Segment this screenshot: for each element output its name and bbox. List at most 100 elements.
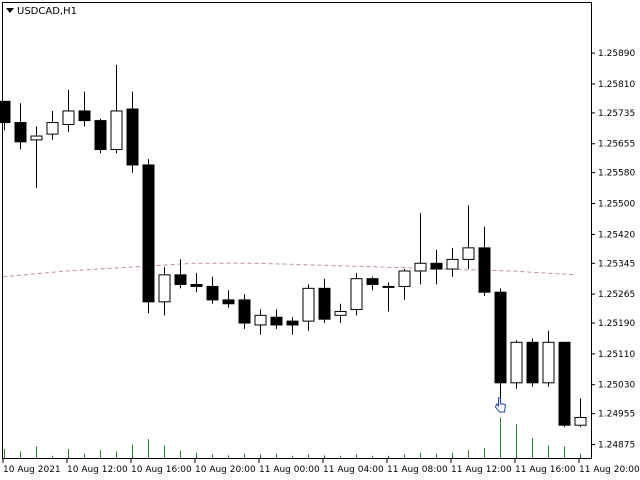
candle bbox=[334, 303, 347, 324]
candle-body bbox=[30, 135, 43, 141]
time-tick-label: 11 Aug 20:00 bbox=[579, 465, 640, 475]
candle bbox=[206, 276, 219, 304]
candle-body bbox=[382, 285, 395, 288]
price-tick-label: 1.25580 bbox=[598, 169, 635, 179]
candle bbox=[30, 126, 43, 189]
candle bbox=[318, 278, 331, 324]
candle bbox=[254, 309, 267, 335]
price-tick-label: 1.25890 bbox=[598, 49, 635, 59]
candle bbox=[62, 89, 75, 133]
price-tick-label: 1.25420 bbox=[598, 230, 635, 240]
candle bbox=[510, 340, 523, 389]
candle-body bbox=[494, 291, 507, 384]
candle bbox=[430, 249, 443, 285]
candle-body bbox=[366, 278, 379, 285]
candles-layer bbox=[0, 64, 587, 428]
candle bbox=[462, 205, 475, 270]
candle-body bbox=[190, 283, 203, 287]
price-tick-label: 1.24955 bbox=[598, 410, 635, 420]
candle bbox=[190, 272, 203, 293]
candle-body bbox=[446, 258, 459, 270]
price-axis[interactable]: 1.25890 1.25810 1.25735 1.25655 1.25580 1.255… bbox=[591, 49, 635, 451]
candle-body bbox=[14, 122, 27, 143]
candle-body bbox=[478, 247, 491, 293]
candle-body bbox=[350, 278, 363, 311]
price-tick-label: 1.25030 bbox=[598, 381, 635, 391]
candle bbox=[286, 317, 299, 335]
candle bbox=[222, 290, 235, 308]
candle bbox=[446, 247, 459, 277]
candle bbox=[350, 272, 363, 316]
candle-body bbox=[574, 417, 587, 426]
candle bbox=[14, 103, 27, 150]
time-tick-label: 10 Aug 12:00 bbox=[67, 465, 128, 475]
candle bbox=[142, 159, 155, 314]
triangle-down-icon[interactable] bbox=[6, 8, 14, 13]
candle-body bbox=[94, 120, 107, 151]
time-tick-label: 10 Aug 20:00 bbox=[195, 465, 256, 475]
time-tick-label: 11 Aug 08:00 bbox=[387, 465, 448, 475]
candle bbox=[94, 118, 107, 154]
time-tick-label: 10 Aug 16:00 bbox=[131, 465, 192, 475]
symbol-dropdown[interactable]: USDCAD,H1 bbox=[6, 6, 77, 17]
candle-body bbox=[110, 110, 123, 151]
candle-body bbox=[0, 100, 11, 124]
candle bbox=[78, 91, 91, 127]
volume-layer bbox=[4, 417, 581, 458]
price-tick-label: 1.25655 bbox=[598, 140, 635, 150]
candle-body bbox=[542, 341, 555, 384]
candle bbox=[382, 282, 395, 312]
candle-body bbox=[222, 299, 235, 305]
candle bbox=[526, 338, 539, 387]
price-tick-label: 1.25265 bbox=[598, 290, 635, 300]
candle-body bbox=[462, 247, 475, 260]
candle bbox=[478, 226, 491, 297]
candle-body bbox=[398, 270, 411, 287]
candle bbox=[574, 398, 587, 428]
candle bbox=[0, 100, 11, 131]
time-tick-label: 10 Aug 2021 bbox=[3, 465, 61, 475]
candle-body bbox=[302, 287, 315, 322]
time-axis[interactable]: 10 Aug 2021 10 Aug 12:00 10 Aug 16:00 10 Au… bbox=[2, 458, 640, 475]
hand-cursor-icon bbox=[494, 397, 507, 413]
candle-body bbox=[238, 299, 251, 324]
price-tick-label: 1.24875 bbox=[598, 441, 635, 451]
candle bbox=[238, 294, 251, 329]
candle-body bbox=[430, 262, 443, 270]
candle bbox=[398, 269, 411, 300]
candle-body bbox=[254, 314, 267, 326]
time-tick-label: 11 Aug 00:00 bbox=[259, 465, 320, 475]
time-tick-label: 11 Aug 12:00 bbox=[451, 465, 512, 475]
time-tick-label: 11 Aug 04:00 bbox=[323, 465, 384, 475]
candle-body bbox=[78, 110, 91, 122]
candle-body bbox=[174, 274, 187, 285]
candle-body bbox=[334, 310, 347, 316]
candle bbox=[302, 284, 315, 331]
candle-body bbox=[414, 262, 427, 272]
price-tick-label: 1.25110 bbox=[598, 350, 635, 360]
candle-body bbox=[286, 320, 299, 326]
candle-body bbox=[206, 285, 219, 301]
price-tick-label: 1.25345 bbox=[598, 259, 635, 269]
candle-body bbox=[318, 287, 331, 320]
price-tick-label: 1.25810 bbox=[598, 80, 635, 90]
candle bbox=[414, 213, 427, 285]
candle bbox=[158, 267, 171, 316]
price-tick-label: 1.25190 bbox=[598, 319, 635, 329]
candle-body bbox=[126, 108, 139, 166]
candle-body bbox=[526, 341, 539, 384]
candle bbox=[110, 64, 123, 154]
candle-body bbox=[62, 110, 75, 125]
candle-body bbox=[558, 341, 571, 426]
candle bbox=[366, 276, 379, 291]
candle bbox=[494, 288, 507, 399]
price-tick-label: 1.25735 bbox=[598, 109, 635, 119]
time-tick-label: 11 Aug 16:00 bbox=[515, 465, 576, 475]
candle-body bbox=[46, 122, 59, 135]
cursor-layer bbox=[494, 397, 507, 413]
candle bbox=[558, 341, 571, 428]
price-tick-label: 1.25500 bbox=[598, 200, 635, 210]
symbol-label: USDCAD,H1 bbox=[17, 6, 77, 17]
